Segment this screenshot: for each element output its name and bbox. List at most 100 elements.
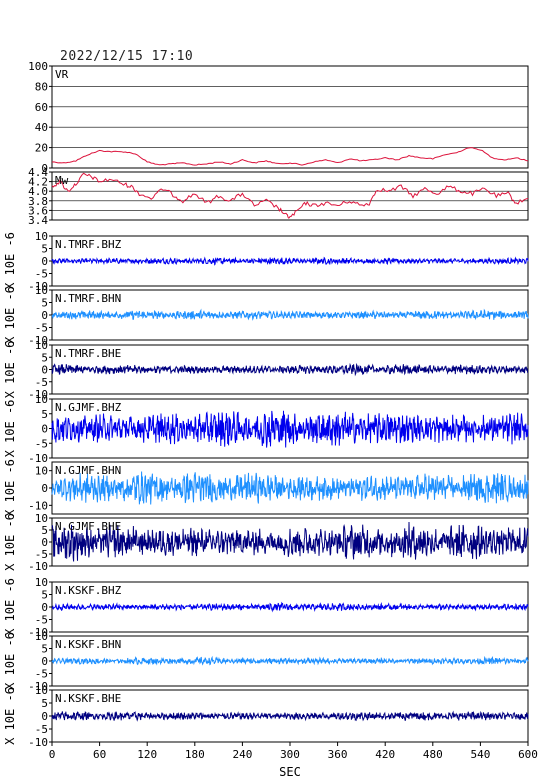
y-tick-label: 0 — [41, 309, 48, 322]
panel-label-n-tmrf-bhz: N.TMRF.BHZ — [55, 238, 122, 251]
panel-label-mw: Mw — [55, 174, 69, 187]
y-tick-label: 5 — [41, 243, 48, 256]
x-tick-label: 120 — [137, 748, 157, 761]
y-axis-label: X 10E -6 — [3, 578, 17, 636]
y-tick-label: -5 — [35, 322, 48, 335]
panel-label-vr: VR — [55, 68, 69, 81]
y-tick-label: 3.4 — [28, 214, 48, 227]
panel-label-n-gjmf-bhe: N.GJMF.BHE — [55, 520, 121, 533]
y-tick-label: 100 — [28, 60, 48, 73]
x-tick-label: 600 — [518, 748, 538, 761]
y-tick-label: 10 — [35, 576, 48, 589]
y-tick-label: -5 — [35, 437, 48, 450]
y-axis-label: X 10E -6 — [3, 286, 17, 344]
y-tick-label: 0 — [41, 482, 48, 495]
y-tick-label: 5 — [41, 697, 48, 710]
y-tick-label: 0 — [41, 655, 48, 668]
y-tick-label: -10 — [28, 280, 48, 293]
y-tick-label: 10 — [35, 465, 48, 478]
x-tick-label: 240 — [232, 748, 252, 761]
y-tick-label: 0 — [41, 601, 48, 614]
panel-label-n-tmrf-bhn: N.TMRF.BHN — [55, 292, 121, 305]
y-tick-label: 3.8 — [28, 195, 48, 208]
panel-label-n-kskf-bhe: N.KSKF.BHE — [55, 692, 121, 705]
y-tick-label: 20 — [35, 142, 48, 155]
y-axis-label: X 10E -6 — [3, 459, 17, 517]
trace-n-kskf-bhn — [51, 655, 529, 666]
trace-mw — [51, 172, 529, 219]
y-axis-label: X 10E -6 — [3, 400, 17, 458]
trace-n-kskf-bhz — [51, 601, 529, 613]
y-tick-label: -10 — [28, 499, 48, 512]
y-tick-label: -5 — [35, 376, 48, 389]
y-tick-label: 4.2 — [28, 176, 48, 189]
y-tick-label: 5 — [41, 297, 48, 310]
y-tick-label: -10 — [28, 334, 48, 347]
x-tick-label: 420 — [375, 748, 395, 761]
panel-label-n-gjmf-bhn: N.GJMF.BHN — [55, 464, 121, 477]
trace-n-gjmf-bhn — [51, 471, 529, 505]
y-tick-label: 5 — [41, 589, 48, 602]
y-tick-label: 0 — [41, 536, 48, 549]
y-tick-label: 5 — [41, 643, 48, 656]
y-tick-label: 10 — [35, 393, 48, 406]
x-tick-label: 300 — [280, 748, 300, 761]
y-tick-label: 10 — [35, 284, 48, 297]
y-axis-label: X 10E -6 — [3, 341, 17, 399]
y-tick-label: -10 — [28, 626, 48, 639]
y-tick-label: 10 — [35, 684, 48, 697]
y-axis-label: X 10E -6 — [3, 687, 17, 745]
y-tick-label: 0 — [41, 162, 48, 175]
y-tick-label: 4.4 — [28, 166, 48, 179]
x-tick-label: 60 — [93, 748, 106, 761]
y-tick-label: 0 — [41, 255, 48, 268]
y-tick-label: 0 — [41, 710, 48, 723]
panel-label-n-kskf-bhz: N.KSKF.BHZ — [55, 584, 122, 597]
trace-vr — [51, 147, 529, 166]
x-tick-label: 480 — [423, 748, 443, 761]
y-tick-label: 4.0 — [28, 185, 48, 198]
x-tick-label: 180 — [185, 748, 205, 761]
y-tick-label: 5 — [41, 351, 48, 364]
trace-n-tmrf-bhe — [51, 362, 529, 377]
y-tick-label: -5 — [35, 268, 48, 281]
y-axis-label: X 10E -6 — [3, 232, 17, 290]
y-tick-label: 10 — [35, 630, 48, 643]
y-tick-label: -10 — [28, 736, 48, 749]
y-tick-label: -5 — [35, 614, 48, 627]
y-tick-label: 10 — [35, 512, 48, 525]
y-tick-label: -10 — [28, 680, 48, 693]
panel-label-n-kskf-bhn: N.KSKF.BHN — [55, 638, 121, 651]
y-tick-label: 5 — [41, 408, 48, 421]
x-tick-label: 0 — [49, 748, 56, 761]
y-tick-label: 60 — [35, 101, 48, 114]
y-tick-label: -5 — [35, 668, 48, 681]
timestamp-title: 2022/12/15 17:10 — [60, 49, 194, 64]
y-tick-label: 10 — [35, 230, 48, 243]
y-tick-label: 10 — [35, 339, 48, 352]
y-tick-label: 0 — [41, 364, 48, 377]
y-tick-label: -10 — [28, 560, 48, 573]
y-axis-label: X 10E -6 — [3, 632, 17, 690]
trace-n-gjmf-bhz — [51, 410, 529, 448]
y-tick-label: -5 — [35, 723, 48, 736]
y-tick-label: 3.6 — [28, 204, 48, 217]
y-tick-label: -5 — [35, 548, 48, 561]
trace-n-tmrf-bhn — [51, 308, 529, 321]
y-axis-label: X 10E -6 — [3, 513, 17, 571]
x-axis-label: SEC — [279, 765, 301, 779]
panel-frame-mw — [51, 171, 529, 221]
y-tick-label: 5 — [41, 524, 48, 537]
panel-label-n-tmrf-bhe: N.TMRF.BHE — [55, 347, 121, 360]
y-tick-label: 0 — [41, 423, 48, 436]
y-tick-label: 40 — [35, 121, 48, 134]
x-tick-label: 540 — [470, 748, 490, 761]
panel-label-n-gjmf-bhz: N.GJMF.BHZ — [55, 401, 122, 414]
x-tick-label: 360 — [328, 748, 348, 761]
y-tick-label: -10 — [28, 452, 48, 465]
trace-n-tmrf-bhz — [51, 256, 529, 266]
trace-n-kskf-bhe — [51, 710, 529, 722]
y-tick-label: 80 — [35, 80, 48, 93]
y-tick-label: -10 — [28, 388, 48, 401]
